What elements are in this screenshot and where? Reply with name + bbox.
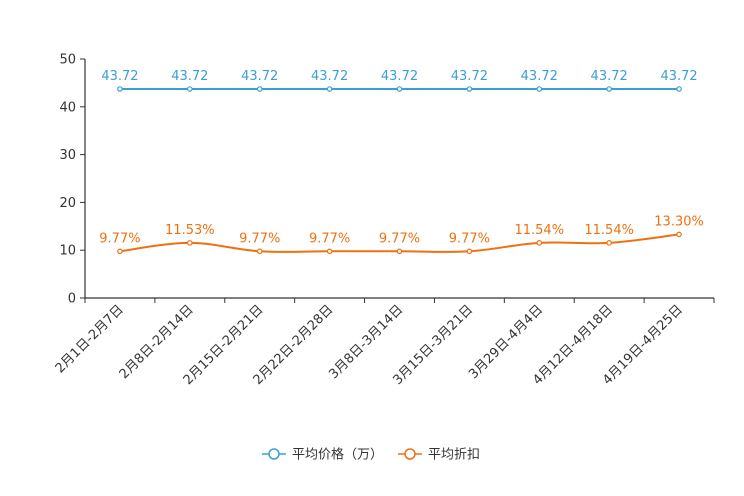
series-layer: 43.72 43.72 43.72 43.72 43.72 43.72 43.72 43.72… bbox=[99, 69, 704, 255]
data-label: 9.77% bbox=[239, 231, 280, 246]
y-tick-label: 0 bbox=[68, 292, 76, 307]
data-label: 9.77% bbox=[449, 231, 490, 246]
legend-item-1[interactable]: 平均价格（万） bbox=[262, 447, 383, 463]
data-label: 43.72 bbox=[311, 69, 348, 84]
data-label: 9.77% bbox=[309, 231, 350, 246]
data-point bbox=[606, 240, 612, 246]
legend-label: 平均价格（万） bbox=[292, 447, 383, 463]
data-label: 13.30% bbox=[654, 214, 704, 229]
data-point bbox=[187, 240, 193, 246]
legend-marker-icon bbox=[404, 448, 416, 460]
y-tick-label: 50 bbox=[59, 53, 76, 68]
legend[interactable]: 平均价格（万） 平均折扣 bbox=[262, 447, 480, 463]
x-category-label: 3月29日-4月4日 bbox=[466, 302, 546, 382]
y-tick-label: 30 bbox=[59, 148, 76, 163]
series-1: 43.72 43.72 43.72 43.72 43.72 43.72 43.72 43.72… bbox=[101, 69, 698, 92]
y-axis: 0 10 20 30 40 50 bbox=[59, 53, 86, 307]
data-point bbox=[256, 86, 263, 92]
legend-item-2[interactable]: 平均折扣 bbox=[398, 448, 480, 463]
series-2: 9.77% 11.53% 9.77% 9.77% 9.77% 9.77% 11.54% 11.… bbox=[99, 214, 704, 255]
data-point bbox=[536, 86, 543, 92]
data-point bbox=[466, 86, 473, 92]
x-category-label: 2月1日-2月7日 bbox=[53, 302, 127, 376]
data-label: 43.72 bbox=[591, 69, 628, 84]
data-label: 43.72 bbox=[521, 69, 558, 84]
x-axis: 2月1日-2月7日2月8日-2月14日2月15日-2月21日2月22日-2月28… bbox=[53, 297, 715, 388]
data-label: 43.72 bbox=[171, 69, 208, 84]
data-point bbox=[326, 86, 333, 92]
y-tick-label: 20 bbox=[59, 196, 76, 211]
data-point bbox=[187, 86, 193, 92]
data-point bbox=[466, 248, 473, 255]
data-point bbox=[326, 248, 333, 255]
data-point bbox=[396, 248, 403, 255]
legend-label: 平均折扣 bbox=[428, 448, 480, 463]
data-label: 43.72 bbox=[241, 69, 278, 84]
data-label: 11.53% bbox=[165, 223, 215, 238]
data-point bbox=[256, 248, 263, 255]
data-point bbox=[676, 86, 682, 92]
data-label: 43.72 bbox=[381, 69, 418, 84]
data-point bbox=[676, 231, 682, 238]
data-label: 11.54% bbox=[584, 223, 634, 238]
data-label: 9.77% bbox=[99, 231, 140, 246]
data-point bbox=[606, 86, 612, 92]
x-category-label: 3月8日-3月14日 bbox=[326, 302, 406, 382]
x-category-label: 2月8日-2月14日 bbox=[117, 302, 197, 382]
data-point bbox=[396, 86, 403, 92]
data-point bbox=[536, 240, 543, 246]
data-label: 43.72 bbox=[451, 69, 488, 84]
data-label: 43.72 bbox=[660, 69, 697, 84]
y-tick-label: 10 bbox=[59, 244, 76, 259]
y-tick-label: 40 bbox=[59, 100, 76, 115]
data-label: 43.72 bbox=[101, 69, 138, 84]
data-label: 9.77% bbox=[379, 231, 420, 246]
data-point bbox=[117, 248, 123, 255]
legend-marker-icon bbox=[268, 448, 280, 460]
data-label: 11.54% bbox=[514, 223, 564, 238]
data-point bbox=[117, 86, 123, 92]
